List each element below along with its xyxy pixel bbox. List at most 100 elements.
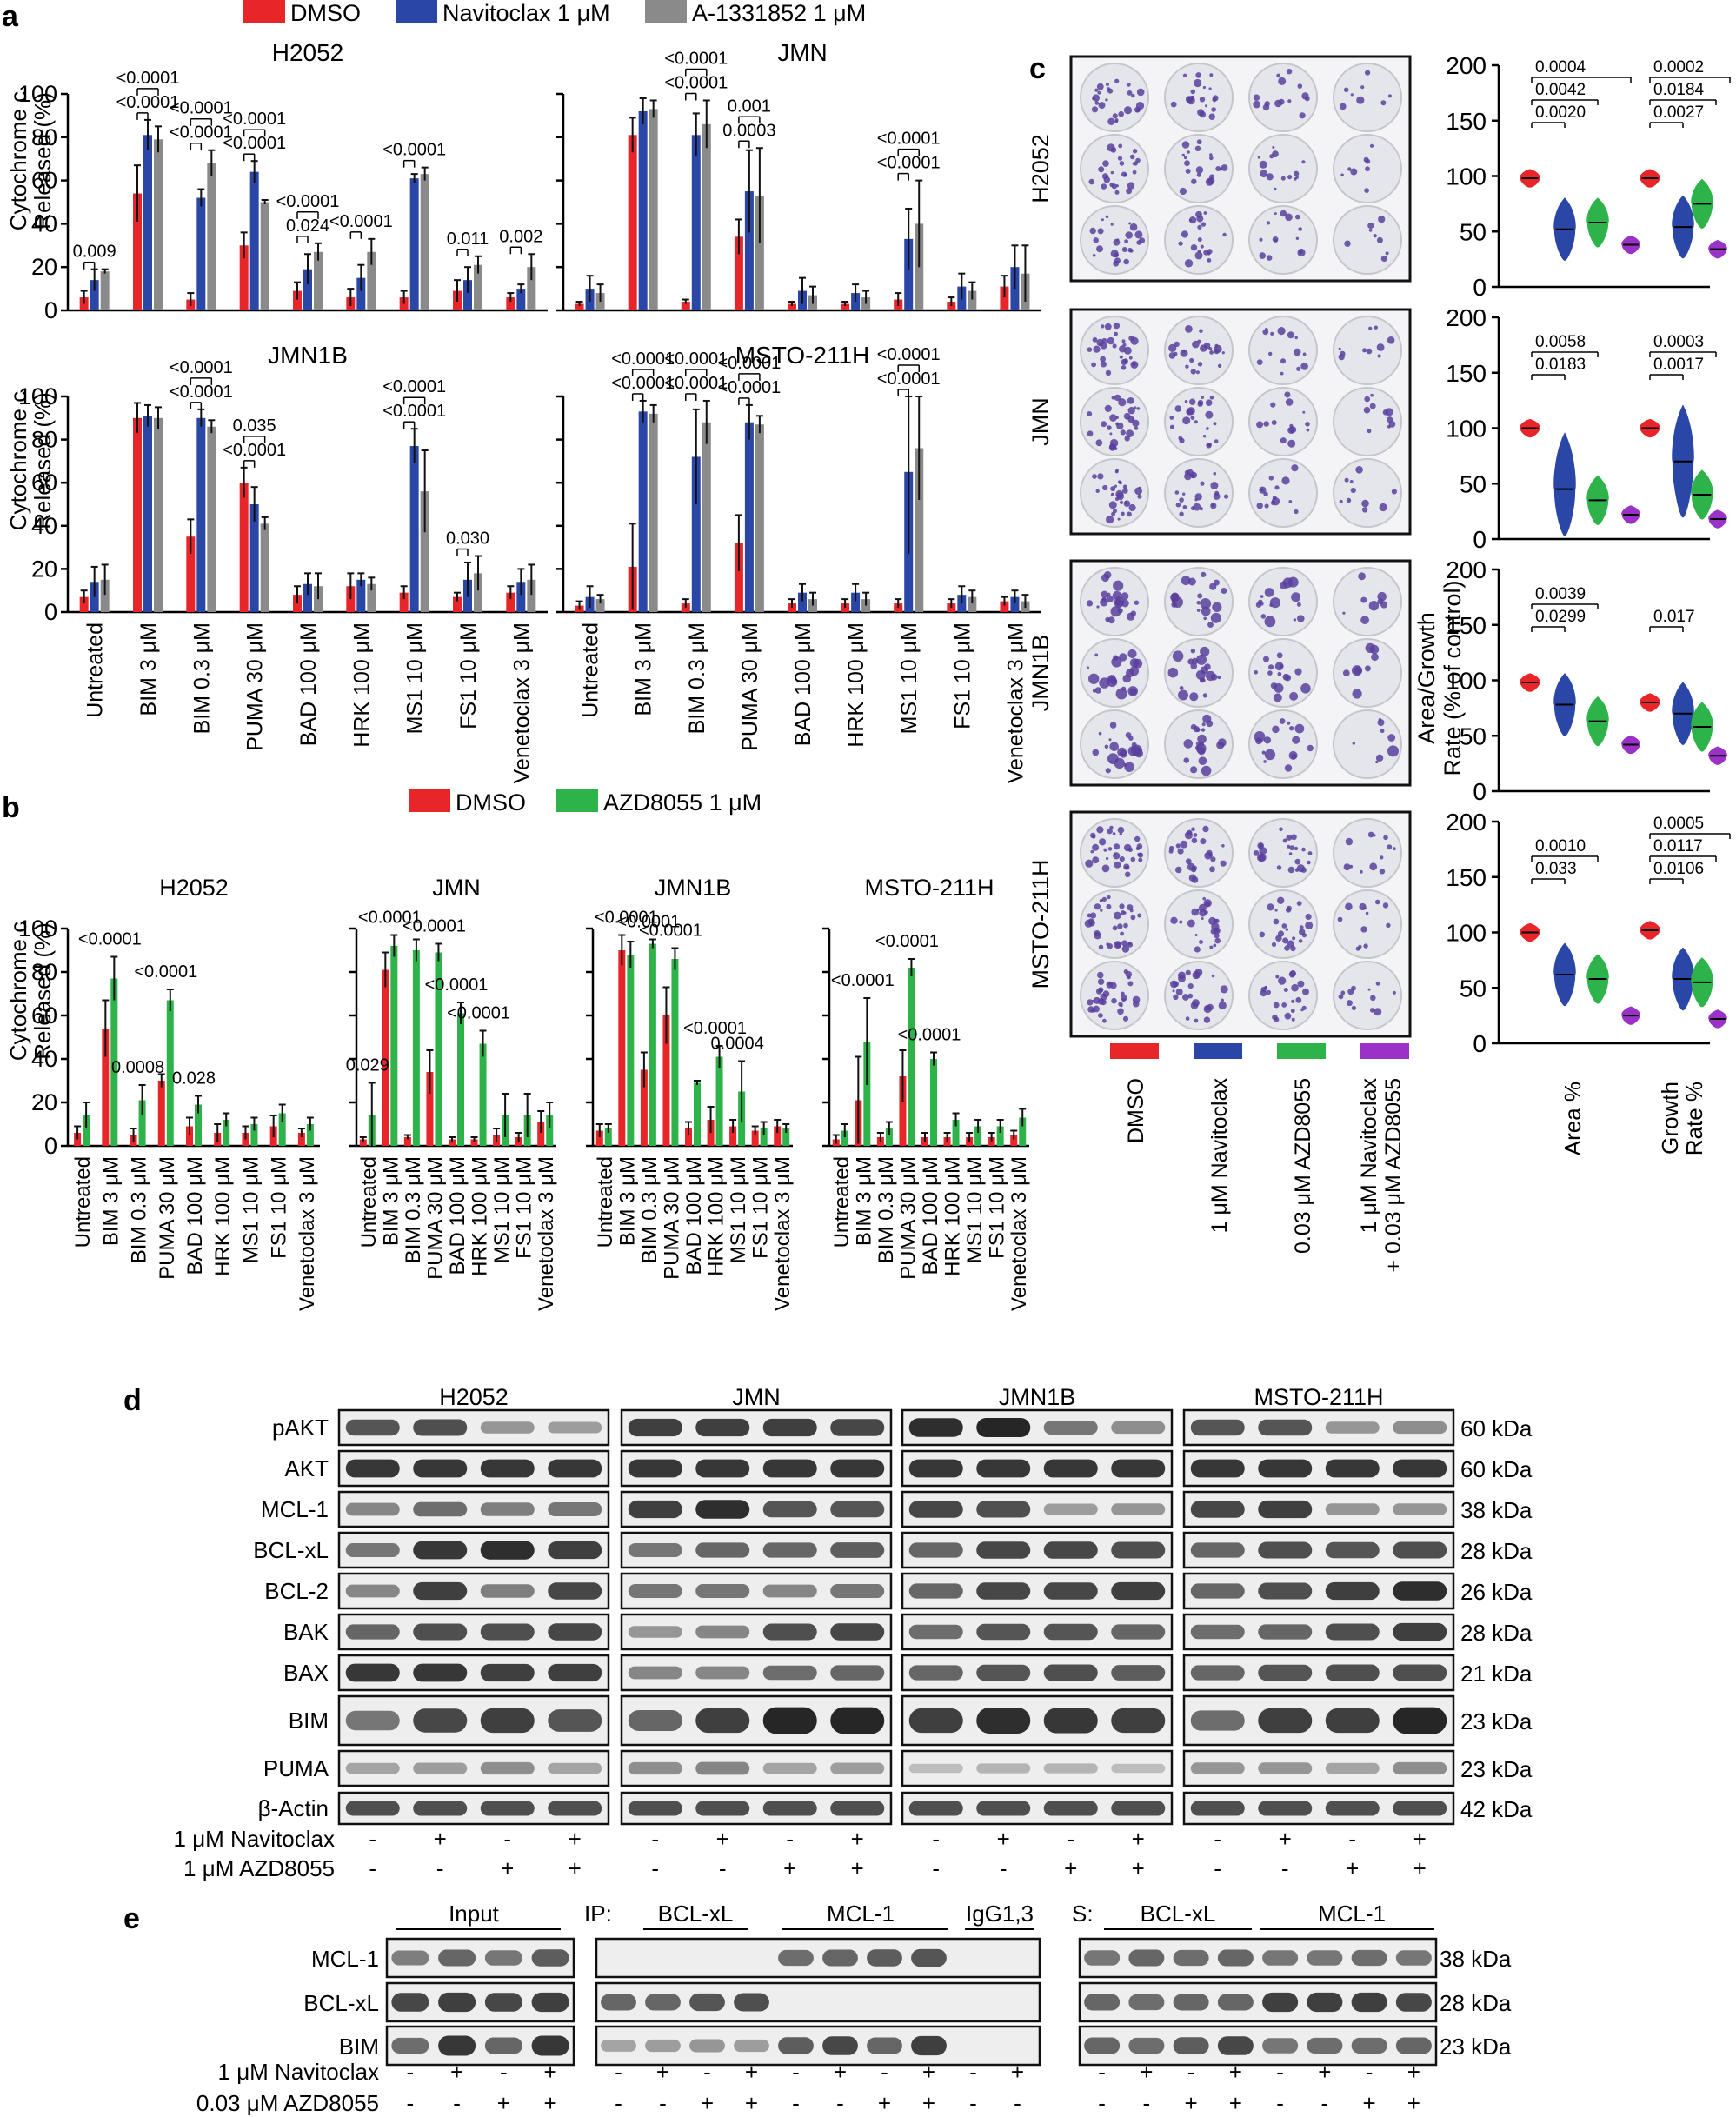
colony: [1268, 476, 1274, 481]
colony: [1130, 336, 1139, 345]
colony: [1340, 103, 1347, 110]
colony: [1122, 1015, 1129, 1022]
sign-label: +: [922, 2059, 935, 2085]
colony: [1194, 934, 1198, 936]
category-label: MS1 10 μM: [727, 1156, 750, 1263]
blot-row-label: MCL-1: [261, 1496, 329, 1522]
colony: [1220, 998, 1224, 1002]
colony: [1267, 670, 1273, 676]
colony: [1124, 871, 1131, 878]
kda-label: 21 kDa: [1460, 1661, 1533, 1687]
colony: [1184, 259, 1194, 268]
colony: [1301, 1005, 1307, 1010]
band: [695, 1761, 750, 1775]
bar: [947, 603, 956, 612]
colony: [1284, 764, 1293, 772]
colony: [1274, 239, 1278, 243]
colony: [1127, 407, 1135, 415]
colony: [1112, 925, 1118, 931]
colony-plate-H2052: [1069, 55, 1412, 283]
colony: [1287, 940, 1294, 948]
band: [976, 1763, 1031, 1774]
well: [1080, 961, 1149, 1030]
blot-box: [595, 1937, 1041, 1979]
colony: [1134, 426, 1139, 430]
sign-label: -: [836, 2090, 844, 2116]
well: [1164, 458, 1234, 528]
band: [628, 1418, 682, 1437]
blot-row-label: BCL-xL: [253, 1537, 329, 1563]
colony: [1087, 347, 1093, 352]
colony: [1128, 222, 1132, 225]
colony: [1093, 345, 1101, 353]
band: [438, 1949, 476, 1967]
colony: [1121, 358, 1127, 366]
panel-label-c: c: [1029, 52, 1046, 85]
colony: [1208, 916, 1217, 925]
category-label: MS1 10 μM: [239, 1156, 263, 1263]
y-tick-label: 20: [31, 254, 57, 280]
colony: [1343, 87, 1349, 93]
category-label: Untreated: [594, 1156, 617, 1248]
p-value-label: <0.0001: [425, 975, 489, 995]
blot-row-label: AKT: [284, 1455, 329, 1481]
band: [480, 1761, 535, 1775]
sign-label: +: [701, 2090, 714, 2116]
sign-label: -: [881, 2059, 888, 2085]
sign-label: -: [932, 1826, 940, 1852]
colony: [1126, 669, 1134, 678]
band: [1395, 1993, 1432, 2012]
colony: [1106, 856, 1109, 861]
sign-label: +: [1407, 2090, 1420, 2116]
category-label: HRK 100 μM: [844, 622, 868, 748]
colony: [1094, 903, 1101, 910]
band: [1111, 1801, 1166, 1816]
bar: [744, 422, 754, 612]
legend-label: DMSO: [290, 0, 361, 26]
bar: [110, 978, 118, 1146]
colony: [1107, 828, 1113, 835]
colony: [1099, 898, 1103, 902]
colony: [1201, 728, 1206, 732]
colony: [1256, 421, 1264, 429]
category-label: HRK 100 μM: [349, 622, 374, 748]
colony: [1094, 101, 1100, 105]
band: [480, 1623, 535, 1641]
plate-cell-line-label: JMN: [1028, 397, 1054, 446]
colony: [1201, 722, 1206, 727]
category-label: Untreated: [83, 622, 108, 718]
colony: [1184, 400, 1188, 403]
colony: [1293, 618, 1297, 622]
treatment-color-key: [1194, 1043, 1242, 1059]
colony: [1385, 251, 1389, 256]
band: [822, 1949, 858, 1967]
colony: [1126, 429, 1134, 437]
band: [1111, 1421, 1166, 1435]
colony: [1201, 571, 1207, 578]
colony: [1360, 85, 1365, 90]
band: [1111, 1763, 1166, 1774]
category-label: FS1 10 μM: [986, 1156, 1009, 1259]
colony: [1092, 835, 1096, 839]
ip-header-s_mcl1: MCL-1: [1318, 1901, 1386, 1927]
colony: [1182, 416, 1191, 425]
violin-y-tick-label: 100: [1446, 163, 1487, 190]
colony: [1298, 227, 1302, 231]
bar-chart-a-JMN: JMN<0.0001<0.00010.00030.001<0.0001<0.00…: [556, 39, 1041, 312]
bar: [649, 413, 658, 612]
colony: [1135, 846, 1141, 851]
p-value-label: <0.0001: [595, 909, 658, 928]
colony: [1339, 499, 1343, 503]
sign-label: +: [716, 1826, 729, 1852]
colony: [1185, 364, 1189, 369]
colony: [1279, 718, 1286, 724]
colony: [1202, 896, 1206, 901]
colony: [1292, 936, 1296, 941]
bar: [359, 1139, 367, 1146]
colony: [1128, 356, 1133, 360]
colony: [1207, 258, 1212, 263]
p-value-label: <0.0001: [116, 69, 180, 88]
colony: [1376, 343, 1385, 351]
colony: [1099, 838, 1107, 846]
